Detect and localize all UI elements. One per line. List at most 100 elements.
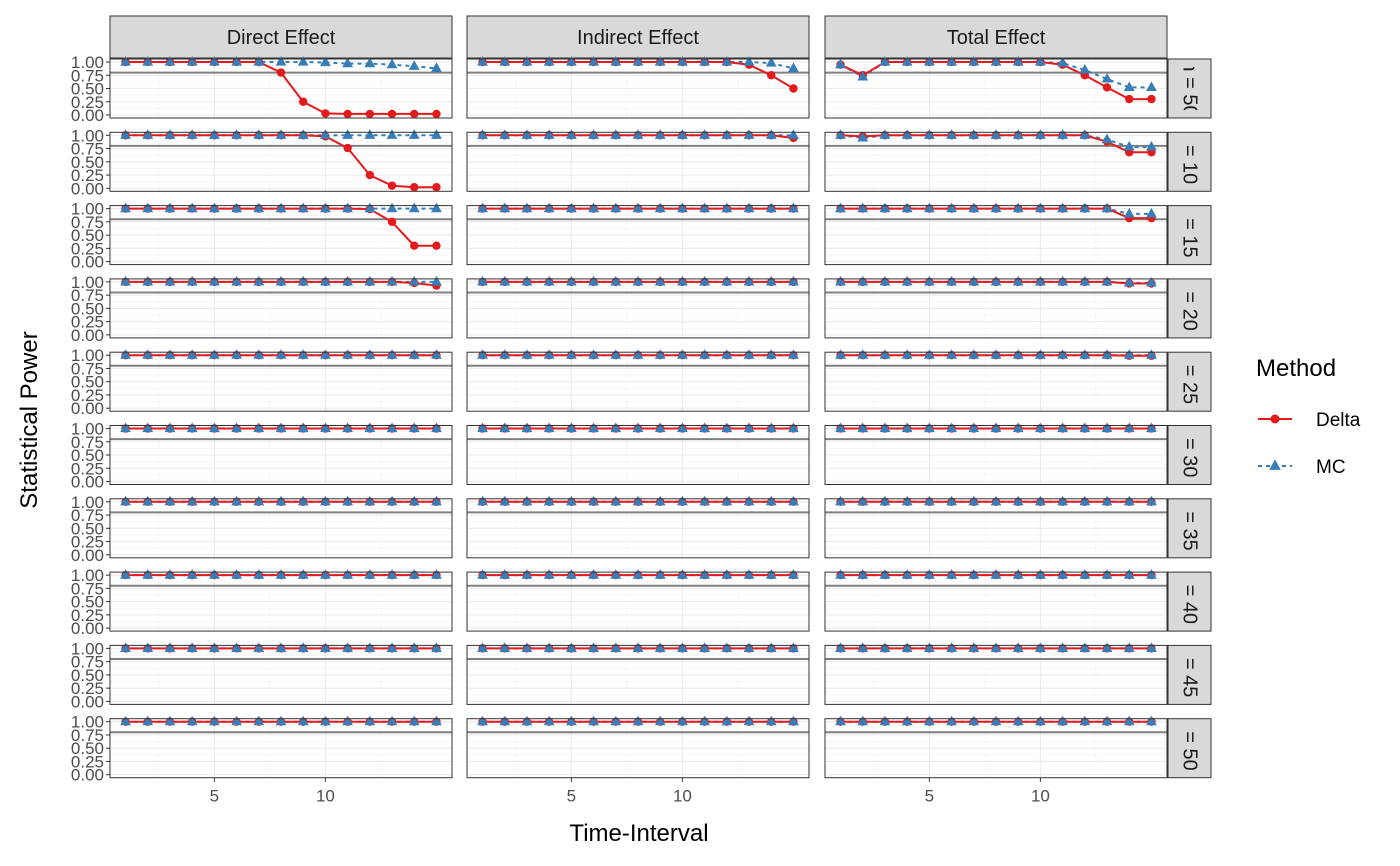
mc-point [120, 642, 131, 652]
mc-point [610, 349, 622, 359]
mc-point [142, 349, 154, 359]
y-tick-label: 0.75 [71, 359, 104, 378]
mc-point [253, 275, 265, 286]
mc-point [699, 56, 711, 66]
y-tick-label: 0.00 [71, 546, 104, 565]
mc-point [857, 422, 869, 433]
panel-indirect-effect-n-50 [466, 56, 810, 119]
row-strip-label: n = 100 [1179, 128, 1201, 195]
panel-indirect-effect-n-450 [466, 642, 810, 705]
x-axis-total-effect: 5 10 [925, 777, 1050, 806]
mc-point [946, 349, 957, 359]
mc-point [364, 202, 376, 213]
x-tick-label: 10 [673, 787, 692, 806]
mc-point [164, 715, 176, 726]
mc-point [1057, 422, 1069, 433]
mc-point [297, 715, 309, 726]
mc-point [1123, 276, 1135, 287]
mc-point [208, 422, 220, 433]
mc-point [477, 569, 488, 579]
mc-point [364, 129, 376, 139]
mc-point [521, 495, 533, 506]
mc-point [632, 715, 644, 726]
mc-point [320, 56, 331, 67]
mc-point [408, 642, 420, 652]
row-strip-n-250: n = 250 [1167, 351, 1212, 412]
mc-point [699, 422, 711, 433]
mc-point [543, 422, 555, 433]
mc-point [565, 495, 577, 506]
row-strip-n-50: n = 50 [1167, 58, 1212, 119]
mc-point [521, 569, 533, 579]
mc-point [543, 349, 555, 359]
panel-indirect-effect-n-350 [466, 495, 810, 559]
mc-point [253, 422, 265, 433]
mc-point [1012, 715, 1024, 726]
x-tick-label: 10 [316, 787, 335, 806]
mc-point [565, 56, 577, 66]
mc-point [1146, 642, 1157, 652]
mc-point [879, 422, 891, 433]
mc-point [835, 349, 846, 359]
mc-point [320, 495, 331, 506]
mc-point [879, 569, 891, 579]
y-tick-label: 1.00 [71, 53, 104, 72]
mc-point [1035, 715, 1046, 726]
mc-point [990, 349, 1002, 359]
mc-point [543, 275, 555, 286]
mc-point [342, 569, 354, 579]
legend-key-triangle [1269, 459, 1281, 470]
mc-point [499, 202, 511, 213]
mc-point [297, 495, 309, 506]
mc-point [721, 56, 733, 66]
x-tick-label: 5 [567, 787, 576, 806]
mc-point [721, 129, 733, 139]
mc-point [477, 495, 488, 506]
mc-point [721, 642, 733, 652]
mc-point [968, 129, 980, 139]
mc-point [968, 56, 980, 66]
mc-point [632, 495, 644, 506]
mc-point [1101, 133, 1113, 144]
mc-point [1146, 349, 1157, 359]
mc-point [610, 202, 622, 213]
mc-point [788, 569, 799, 579]
mc-point [543, 642, 555, 652]
mc-point [186, 129, 198, 139]
mc-point [923, 202, 935, 213]
mc-point [901, 422, 913, 433]
mc-point [1146, 495, 1157, 506]
panel-direct-effect-n-100 [109, 129, 453, 192]
row-strip-n-500: n = 500 [1167, 718, 1212, 779]
mc-point [1057, 202, 1069, 213]
mc-point [342, 422, 354, 433]
mc-point [699, 349, 711, 359]
mc-point [364, 57, 376, 68]
mc-point [275, 715, 287, 726]
delta-point [276, 68, 286, 77]
mc-point [879, 202, 891, 213]
x-tick-label: 5 [210, 787, 219, 806]
mc-point [1057, 495, 1069, 506]
mc-point [1057, 642, 1069, 652]
mc-point [1079, 642, 1091, 652]
mc-point [164, 642, 176, 652]
mc-point [142, 202, 154, 213]
panel-total-effect-n-500 [824, 715, 1168, 779]
mc-point [431, 349, 442, 359]
y-tick-label: 1.00 [71, 566, 104, 585]
y-tick-label: 0.00 [71, 399, 104, 418]
mc-point [164, 275, 176, 286]
y-tick-label: 0.25 [71, 606, 104, 625]
y-tick-label: 1.00 [71, 493, 104, 512]
delta-point [299, 97, 308, 106]
mc-point [499, 275, 511, 286]
mc-point [297, 569, 309, 579]
mc-point [721, 569, 733, 579]
column-strip-indirect-effect: Indirect Effect [466, 15, 810, 59]
mc-point [879, 275, 891, 286]
y-tick-label: 0.50 [71, 739, 104, 758]
legend-entry-mc: MC [1258, 457, 1346, 478]
y-tick-label: 0.25 [71, 386, 104, 405]
mc-point [654, 129, 666, 139]
